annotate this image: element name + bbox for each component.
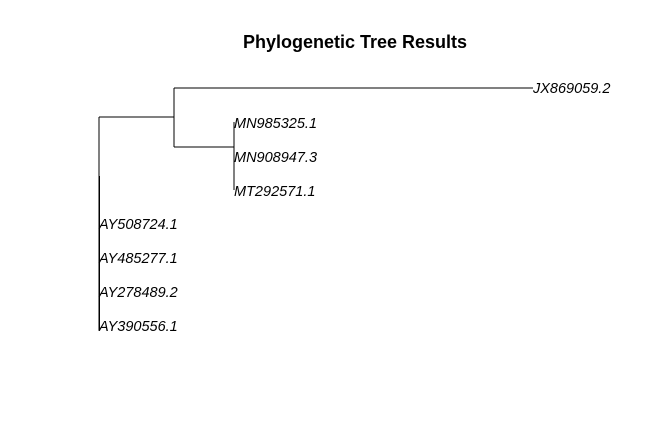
tip-label: JX869059.2 [532, 81, 610, 97]
tip-label: AY278489.2 [98, 285, 178, 301]
tree-branches [98, 87, 533, 330]
tip-labels: JX869059.2 MN985325.1 MN908947.3 MT29257… [98, 81, 610, 335]
tree-title: Phylogenetic Tree Results [243, 32, 467, 52]
tip-label: MN908947.3 [234, 150, 317, 166]
tip-label: AY390556.1 [98, 319, 178, 335]
tip-label: AY508724.1 [98, 217, 178, 233]
tip-label: AY485277.1 [98, 251, 178, 267]
tip-label: MN985325.1 [234, 116, 317, 132]
tip-label: MT292571.1 [234, 184, 315, 200]
